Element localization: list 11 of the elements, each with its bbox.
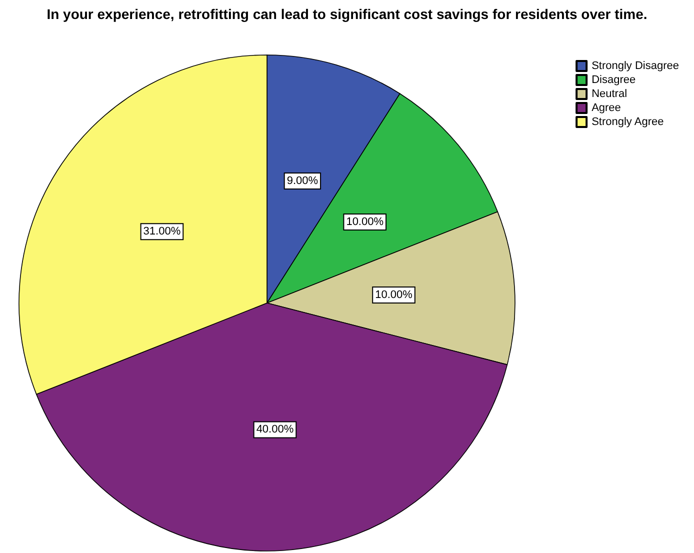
legend-label: Strongly Disagree <box>592 60 680 72</box>
legend-label: Disagree <box>592 74 636 86</box>
data-label: 10.00% <box>346 216 384 228</box>
data-label: 9.00% <box>286 175 318 188</box>
chart-title: In your experience, retrofitting can lead to significant cost savings for residents over time. <box>46 6 648 22</box>
data-label: 40.00% <box>256 424 294 436</box>
legend-label: Strongly Agree <box>592 116 664 128</box>
legend-label: Agree <box>592 102 621 114</box>
data-label: 31.00% <box>143 226 181 238</box>
data-label: 10.00% <box>375 289 413 302</box>
legend-label: Neutral <box>592 88 628 100</box>
